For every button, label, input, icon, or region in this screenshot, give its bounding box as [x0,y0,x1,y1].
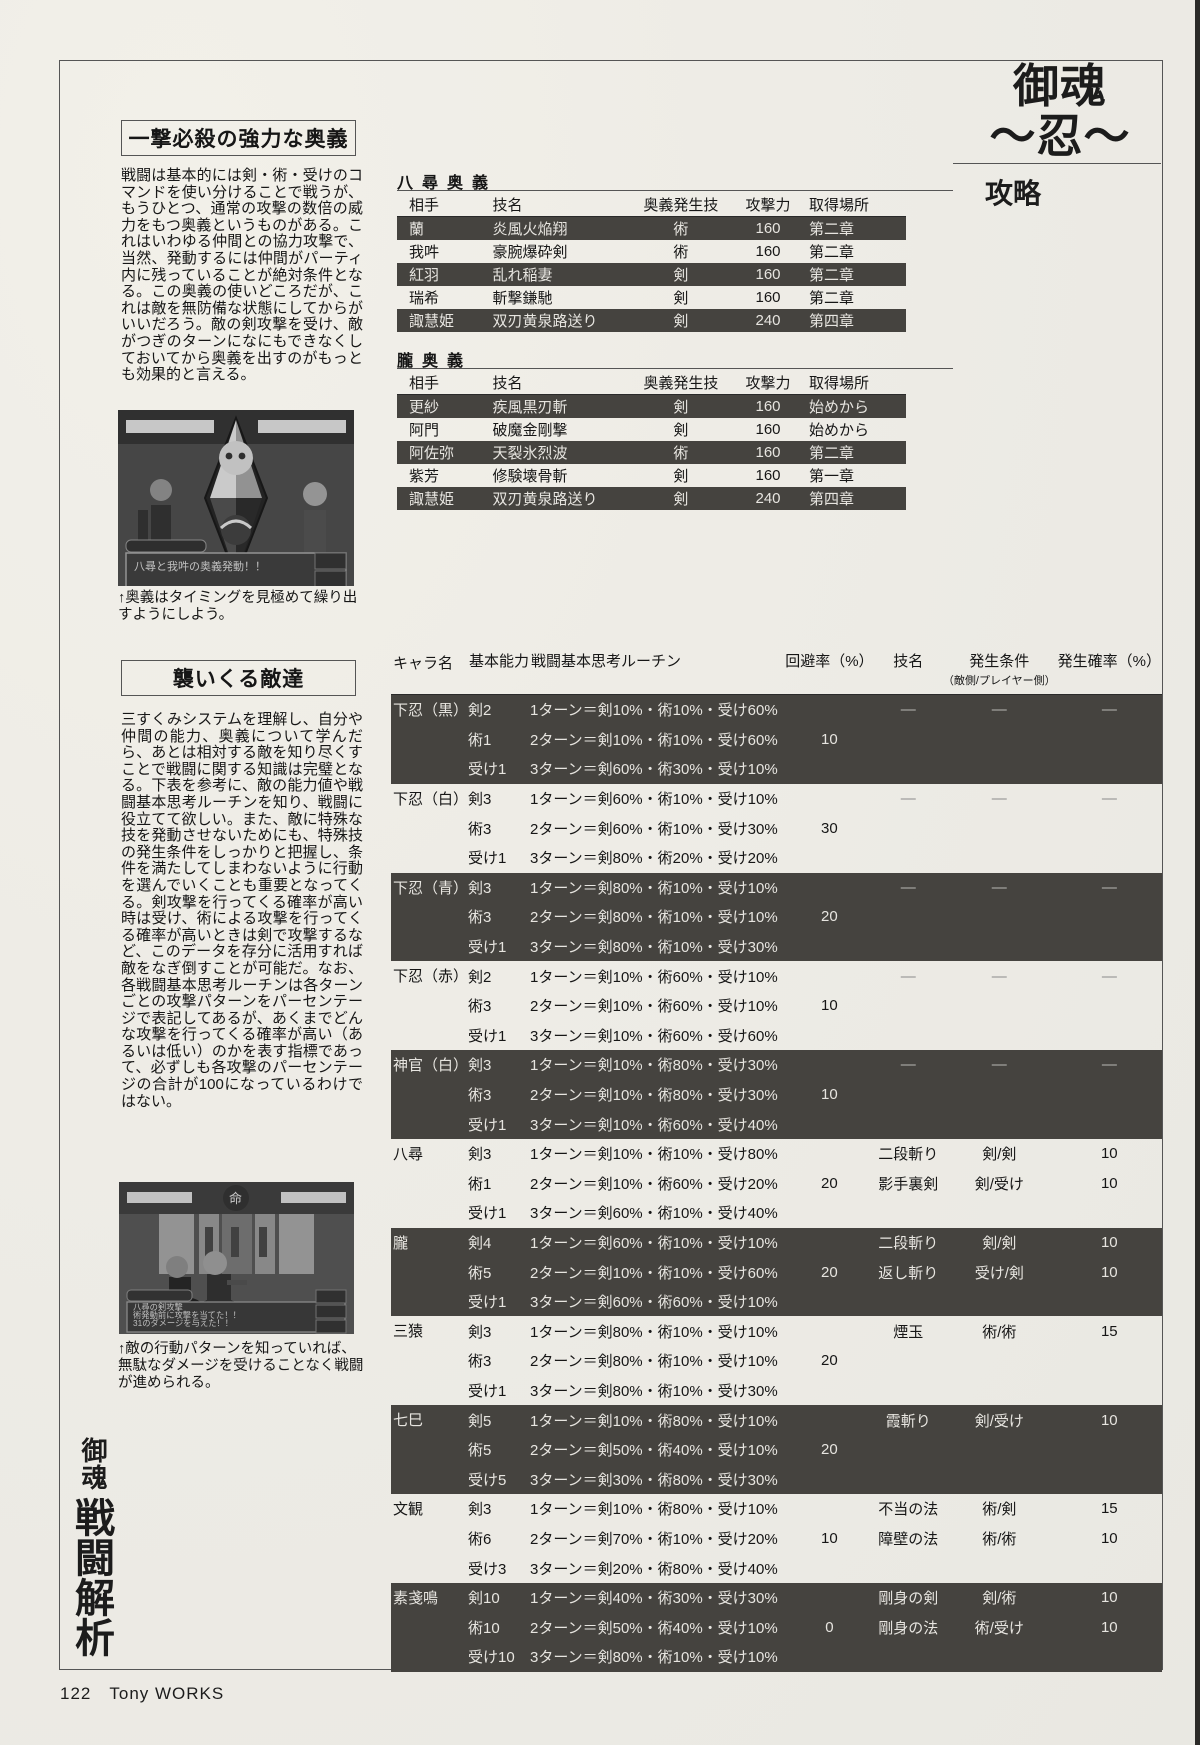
svg-text:八尋と我吽の奥義発動！！: 八尋と我吽の奥義発動！！ [134,559,266,573]
svg-text:命: 命 [229,1191,242,1206]
svg-text:31のダメージを与えた！！: 31のダメージを与えた！！ [133,1318,233,1328]
